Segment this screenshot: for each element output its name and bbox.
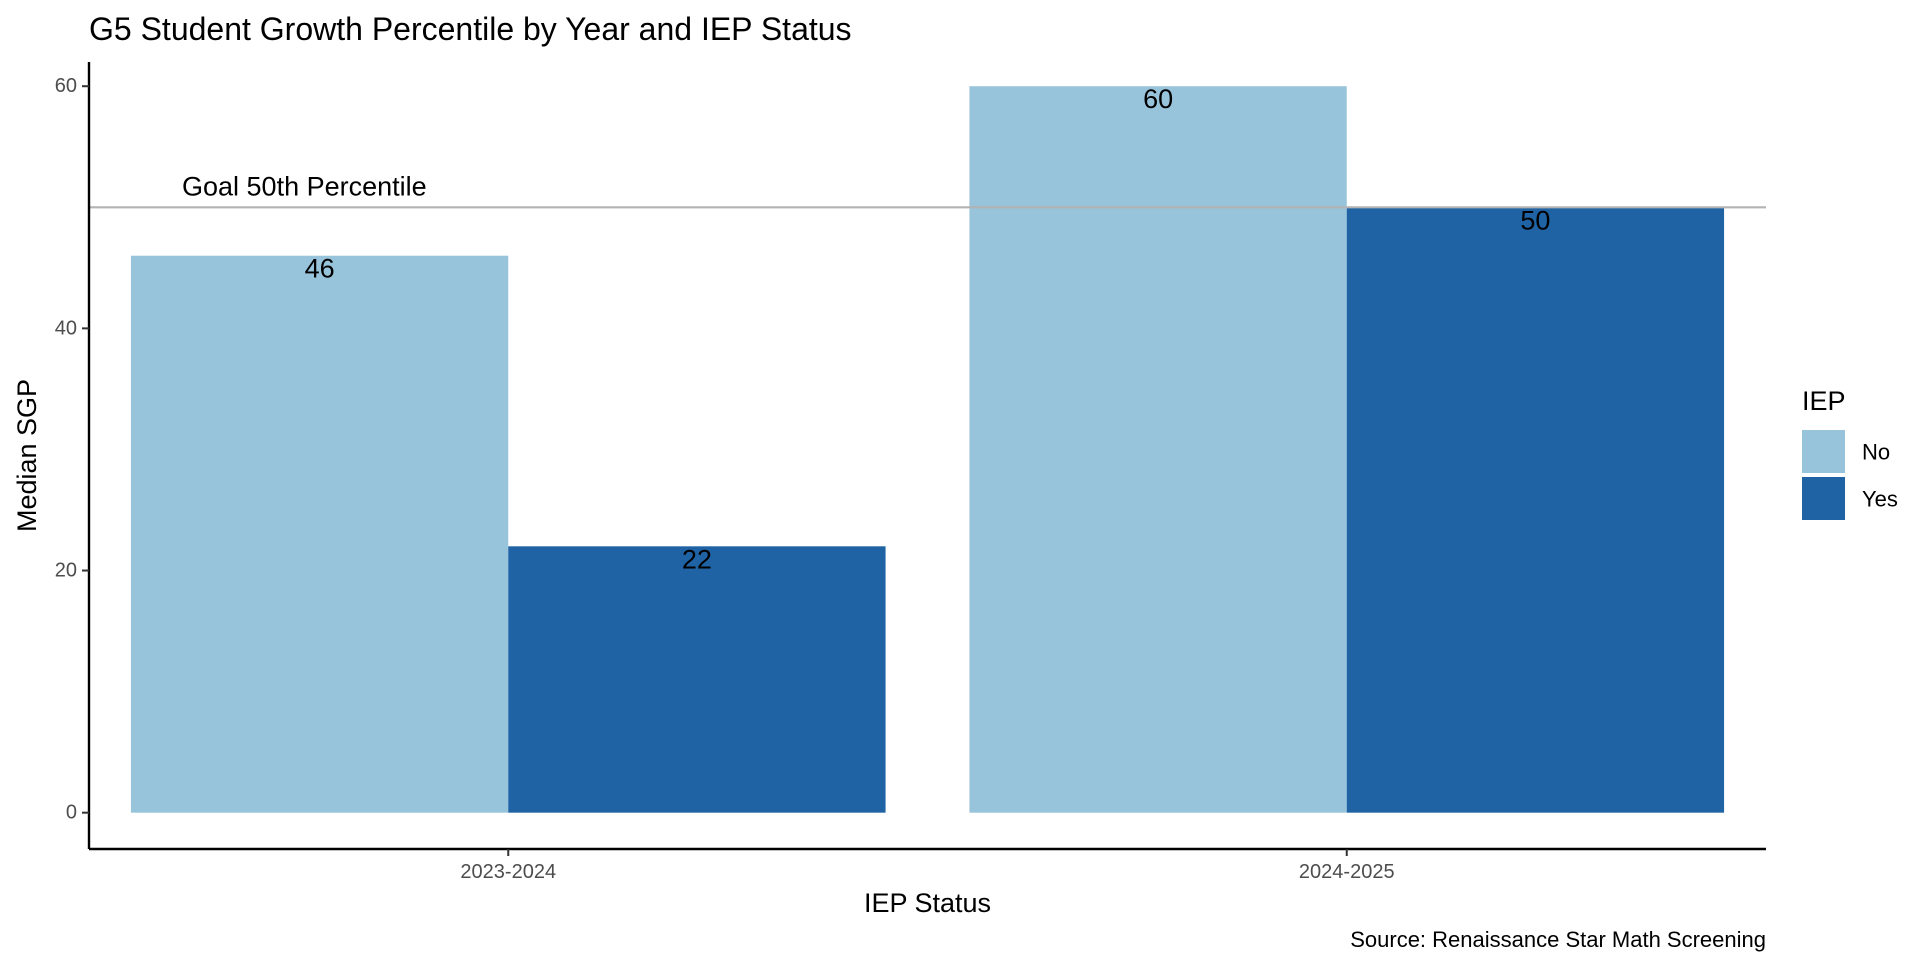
bar-value-label: 22 <box>682 544 712 574</box>
plot-area: Goal 50th Percentile 46 60 22 50 0 20 40 60 20… <box>55 62 1766 883</box>
x-tick-label: 2023-2024 <box>460 861 556 883</box>
source-caption: Source: Renaissance Star Math Screening <box>1350 927 1766 952</box>
legend-swatch-yes <box>1802 477 1845 520</box>
y-ticks: 0 20 40 60 <box>55 75 89 824</box>
y-tick-label: 20 <box>55 560 77 582</box>
bar-value-label: 46 <box>305 254 335 284</box>
legend: IEP No Yes <box>1802 386 1898 520</box>
bar-2024-2025-yes <box>1346 207 1725 813</box>
x-axis-label: IEP Status <box>864 888 991 918</box>
x-tick-label: 2024-2025 <box>1299 861 1395 883</box>
y-tick-label: 0 <box>66 802 77 824</box>
chart-title: G5 Student Growth Percentile by Year and… <box>89 11 852 47</box>
bar-2024-2025-no <box>969 86 1347 813</box>
bar-value-label: 50 <box>1520 205 1550 235</box>
bar-labels: 46 60 22 50 <box>305 84 1551 574</box>
y-tick-label: 40 <box>55 317 77 339</box>
bar-2023-2024-yes <box>508 546 886 813</box>
legend-label-yes: Yes <box>1862 487 1898 512</box>
y-tick-label: 60 <box>55 75 77 97</box>
legend-swatch-no <box>1802 430 1845 473</box>
bar-value-label: 60 <box>1143 84 1173 114</box>
y-axis-label: Median SGP <box>12 379 42 532</box>
bar-2023-2024-no <box>130 255 509 813</box>
goal-reference-label: Goal 50th Percentile <box>182 171 427 201</box>
legend-label-no: No <box>1862 440 1890 465</box>
reference-line-group: Goal 50th Percentile <box>89 171 1766 209</box>
x-ticks: 2023-2024 2024-2025 <box>460 849 1395 883</box>
legend-title: IEP <box>1802 386 1846 416</box>
